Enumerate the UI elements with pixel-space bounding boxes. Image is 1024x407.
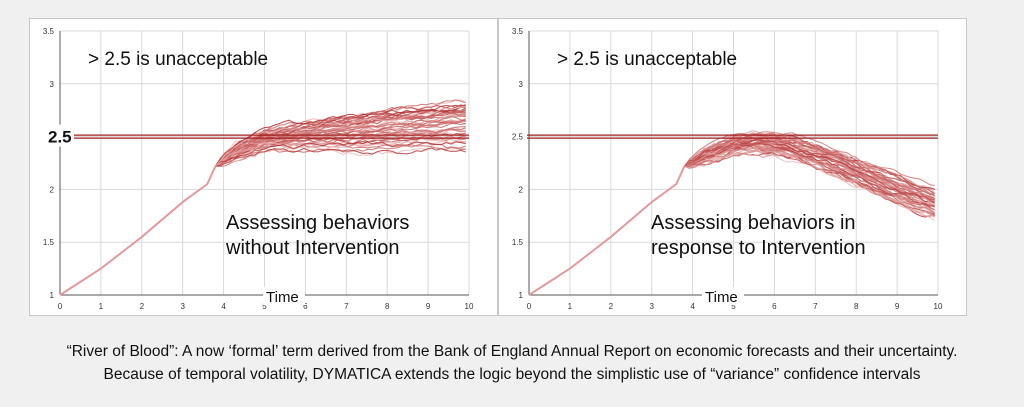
body-annotation-line: Assessing behaviors: [226, 212, 409, 234]
x-tick-label: 5: [262, 302, 267, 311]
x-axis-label: Time: [705, 289, 738, 306]
threshold-label-bg: [34, 124, 74, 147]
x-tick-label: 10: [465, 302, 474, 311]
trace-line: [683, 138, 935, 196]
y-tick-label: 3.5: [43, 27, 55, 36]
y-tick-label: 1.5: [43, 238, 55, 247]
trace-line: [215, 141, 466, 167]
trace-line: [684, 152, 936, 218]
x-tick-label: 7: [344, 302, 349, 311]
y-tick-label: 3: [50, 80, 55, 89]
x-tick-label: 4: [690, 302, 695, 311]
y-tick-label: 3: [519, 80, 524, 89]
x-tick-label: 0: [527, 302, 532, 311]
x-tick-label: 0: [58, 302, 63, 311]
y-tick-label: 1: [50, 291, 55, 300]
x-tick-label: 1: [568, 302, 573, 311]
y-tick-label: 1.5: [512, 238, 524, 247]
base-trend-line: [528, 165, 686, 296]
xlabel-bg: [702, 287, 744, 305]
trace-line: [684, 145, 936, 213]
x-tick-label: 7: [813, 302, 818, 311]
x-tick-label: 10: [934, 302, 943, 311]
trace-bundle: [683, 130, 936, 221]
x-tick-label: 2: [609, 302, 614, 311]
x-tick-label: 9: [426, 302, 431, 311]
trace-line: [684, 136, 935, 206]
trace-line: [683, 132, 935, 196]
trace-bundle: [214, 99, 466, 168]
x-tick-label: 3: [649, 302, 654, 311]
trace-line: [215, 131, 466, 167]
xlabel-bg: [263, 287, 305, 305]
trace-line: [215, 122, 466, 167]
x-tick-label: 9: [895, 302, 900, 311]
x-tick-label: 5: [731, 302, 736, 311]
x-tick-label: 3: [180, 302, 185, 311]
trace-line: [214, 109, 466, 167]
trace-line: [684, 141, 935, 204]
chart-panel-with-intervention: 0 1 2 3 4 5 6 7 8 9 10 1 1.5 2 2.5 3 3.5 > 2.5 is unaccep…: [498, 18, 967, 316]
y-tick-label: 2: [519, 185, 524, 194]
x-tick-label: 4: [221, 302, 226, 311]
trace-line: [215, 128, 466, 168]
trace-line: [215, 127, 466, 167]
x-tick-label: 6: [772, 302, 777, 311]
x-axis-label: Time: [266, 289, 299, 306]
x-tick-label: 2: [140, 302, 145, 311]
body-annotation-line: Assessing behaviors in: [651, 212, 856, 234]
body-annotation-line: without Intervention: [225, 237, 399, 259]
body-annotation-line: response to Intervention: [651, 237, 866, 259]
trace-line: [214, 106, 466, 167]
trace-line: [684, 151, 935, 216]
trace-line: [214, 106, 466, 167]
x-tick-label: 8: [385, 302, 390, 311]
threshold-annotation: > 2.5 is unacceptable: [88, 49, 268, 70]
threshold-label: 2.5: [48, 128, 72, 147]
caption-line-2: Because of temporal volatility, DYMATICA…: [103, 366, 921, 383]
y-tick-label: 2: [50, 185, 55, 194]
x-tick-label: 6: [303, 302, 308, 311]
x-tick-label: 8: [854, 302, 859, 311]
base-trend-line: [59, 165, 217, 296]
y-tick-label: 3.5: [512, 27, 524, 36]
trace-line: [215, 109, 466, 167]
y-tick-label: 2.5: [512, 133, 524, 142]
threshold-annotation: > 2.5 is unacceptable: [557, 49, 737, 70]
y-tick-label: 1: [519, 291, 524, 300]
x-tick-label: 1: [99, 302, 104, 311]
trace-line: [215, 147, 466, 167]
caption-line-1: “River of Blood”: A now ‘formal’ term de…: [66, 343, 958, 360]
